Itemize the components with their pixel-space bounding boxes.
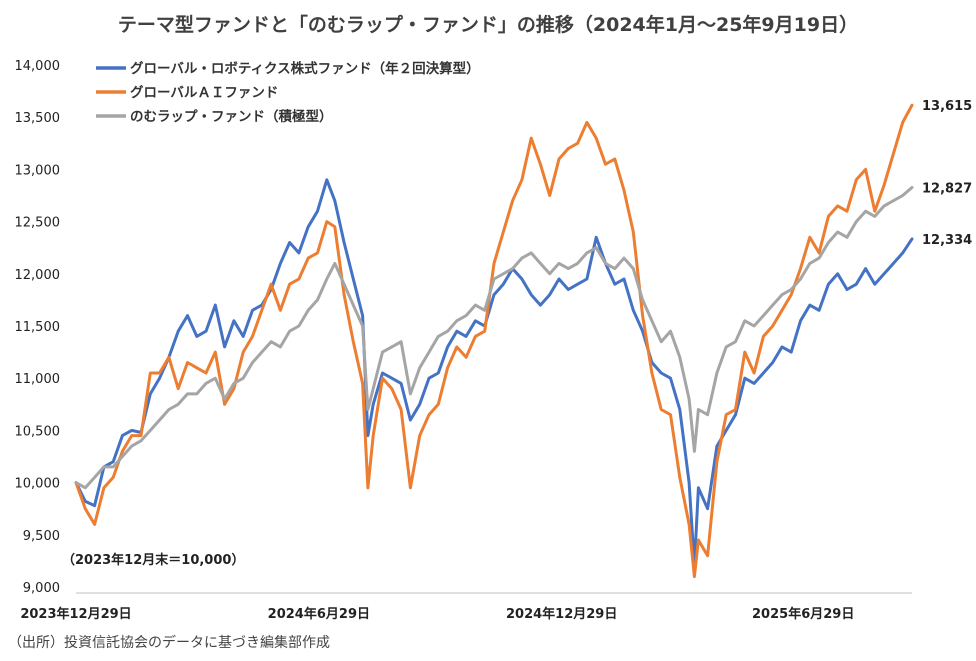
y-axis-ticks: 9,000 9,500 10,000 10,500 11,000 11,500 12,000…	[15, 59, 61, 596]
series-line	[74, 103, 914, 579]
x-tick-label: 2025年6月29日	[752, 606, 854, 622]
x-tick-label: 2024年6月29日	[268, 606, 370, 622]
legend-label: グローバルＡＩファンド	[130, 84, 278, 101]
y-tick-label: 12,000	[15, 268, 61, 283]
y-tick-label: 9,500	[23, 529, 60, 544]
x-axis-ticks: 2023年12月29日 2024年6月29日 2024年12月29日 2025年6月2…	[20, 606, 854, 622]
y-tick-label: 9,000	[23, 581, 60, 596]
y-tick-label: 11,500	[15, 320, 61, 335]
end-labels: 12,334 13,615 12,827	[922, 99, 972, 248]
y-tick-label: 14,000	[15, 59, 61, 74]
y-tick-label: 13,500	[15, 111, 61, 126]
y-tick-label: 10,500	[15, 424, 61, 439]
series-line	[74, 186, 914, 490]
y-tick-label: 13,000	[15, 163, 61, 178]
legend-label: のむラップ・ファンド（積極型）	[130, 108, 333, 125]
end-value-label: 12,334	[922, 233, 972, 248]
end-value-label: 13,615	[922, 99, 972, 114]
y-tick-label: 10,000	[15, 477, 61, 492]
end-value-label: 12,827	[922, 181, 972, 196]
y-tick-label: 11,000	[15, 372, 61, 387]
x-tick-label: 2024年12月29日	[506, 606, 617, 622]
x-tick-label: 2023年12月29日	[20, 606, 131, 622]
legend: グローバル・ロボティクス株式ファンド（年２回決算型） グローバルＡＩファンドのむラ…	[96, 60, 480, 125]
series-lines	[74, 103, 914, 579]
chart-title: テーマ型ファンドと「のむラップ・ファンド」の推移（2024年1月～25年9月19…	[117, 14, 859, 36]
base-note: （2023年12月末＝10,000）	[62, 553, 245, 568]
legend-label: グローバル・ロボティクス株式ファンド（年２回決算型）	[130, 60, 480, 77]
source-note: （出所）投資信託協会のデータに基づき編集部作成	[8, 635, 330, 651]
series-line	[74, 178, 914, 568]
y-tick-label: 12,500	[15, 216, 61, 231]
